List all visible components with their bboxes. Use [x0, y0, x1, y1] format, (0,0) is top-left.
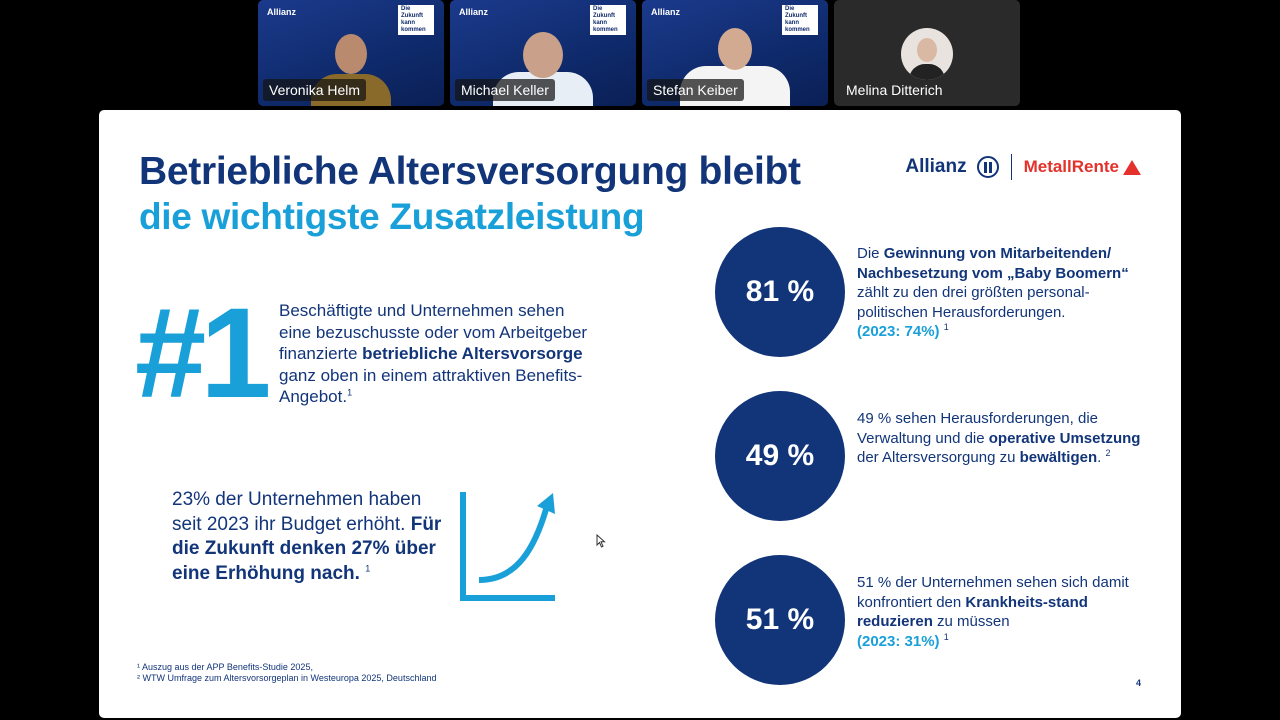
stat-text-part: 51 % der Unternehmen sehen sich damit ko…: [857, 574, 1129, 611]
participant-name: Michael Keller: [455, 79, 555, 101]
slide-title: Betriebliche Altersversorgung bleibt: [139, 150, 801, 193]
stat-text-part: zu müssen: [932, 613, 1010, 630]
rank-description: Beschäftigte und Unternehmen sehen eine …: [279, 300, 589, 408]
allianz-brand-label: Allianz: [459, 7, 489, 17]
participant-tile-stefan[interactable]: Allianz Die Zukunft kann kommen Stefan K…: [642, 0, 828, 106]
budget-text-bold: Für die Zukunft denken 27% über eine Erh…: [172, 513, 442, 584]
person-head: [718, 28, 752, 70]
participant-name: Stefan Keiber: [647, 79, 744, 101]
stat-text-part: zählt zu den drei größten personal-polit…: [857, 284, 1090, 321]
footnotes: ¹ Auszug aus der APP Benefits-Studie 202…: [137, 662, 436, 684]
avatar: [901, 28, 953, 80]
stat-text-part: Die: [857, 245, 884, 262]
logo-divider: [1010, 154, 1012, 180]
stat-text-bold: Krankheits-stand reduzieren: [857, 593, 1088, 631]
participant-tile-veronika[interactable]: Allianz Die Zukunft kann kommen Veronika…: [258, 0, 444, 106]
allianz-seal-icon: [976, 156, 999, 178]
stat-text-3: 51 % der Unternehmen sehen sich damit ko…: [857, 573, 1157, 651]
presentation-slide: Betriebliche Altersversorgung bleibt die…: [99, 110, 1181, 718]
page-number: 4: [1135, 678, 1141, 688]
stat-text-1: Die Gewinnung von Mitarbeitenden/ Nachbe…: [857, 244, 1157, 342]
mouse-cursor-icon: [596, 534, 606, 548]
allianz-brand-label: Allianz: [651, 7, 681, 17]
brand-logo: Allianz MetallRente: [905, 154, 1141, 180]
slide-subtitle: die wichtigste Zusatzleistung: [139, 196, 645, 237]
footnote-2: ² WTW Umfrage zum Altersvorsorgeplan in …: [137, 673, 437, 683]
footnote-ref: 2: [1105, 448, 1111, 458]
footnote-ref: 1: [365, 563, 371, 574]
campaign-tag: Die Zukunft kann kommen: [398, 5, 434, 35]
campaign-tag: Die Zukunft kann kommen: [782, 5, 818, 35]
rank-text-part: Beschäftigte und Unternehmen sehen eine …: [279, 301, 588, 363]
allianz-brand-label: Allianz: [267, 7, 297, 17]
metallrente-logo-text: MetallRente: [1023, 157, 1119, 176]
stat-prior-year: (2023: 74%): [857, 323, 940, 340]
stat-circle-1: 81 %: [715, 227, 845, 357]
rank-text-bold: betriebliche Altersvorsorge: [362, 344, 583, 363]
footnote-ref: 1: [347, 387, 353, 398]
campaign-tag: Die Zukunft kann kommen: [590, 5, 626, 35]
stat-text-part: 49 % sehen Herausforderungen, die Verwal…: [857, 410, 1098, 447]
growth-curve-icon: [460, 492, 555, 601]
stat-text-part: der Altersversorgung zu: [857, 449, 1020, 466]
participant-tile-melina[interactable]: Melina Ditterich: [834, 0, 1020, 106]
stat-circle-3: 51 %: [715, 555, 845, 685]
budget-text-part: 23% der Unternehmen haben seit 2023 ihr …: [172, 489, 422, 535]
stat-text-part: .: [1097, 449, 1102, 466]
person-head: [523, 32, 563, 78]
footnote-ref: 1: [943, 631, 949, 642]
rank-text-part: ganz oben in einem attraktiven Benefits-…: [279, 365, 583, 407]
metallrente-triangle-icon: [1123, 159, 1141, 175]
person-head: [335, 34, 367, 74]
stat-prior-year: (2023: 31%): [857, 632, 940, 650]
stat-text-bold: bewältigen: [1019, 449, 1098, 466]
stat-text-bold: operative Umsetzung: [988, 429, 1141, 447]
allianz-logo-text: Allianz: [905, 156, 967, 177]
participant-name: Veronika Helm: [263, 79, 367, 101]
participant-tile-michael[interactable]: Allianz Die Zukunft kann kommen Michael …: [450, 0, 636, 106]
stat-text-2: 49 % sehen Herausforderungen, die Verwal…: [857, 409, 1157, 468]
rank-number: #1: [135, 282, 271, 425]
participant-name: Melina Ditterich: [846, 82, 943, 98]
footnote-ref: 1: [943, 322, 949, 332]
stat-circle-2: 49 %: [715, 391, 845, 521]
participant-strip: Allianz Die Zukunft kann kommen Veronika…: [258, 0, 1020, 108]
budget-description: 23% der Unternehmen haben seit 2023 ihr …: [172, 488, 452, 586]
stat-text-bold: Gewinnung von Mitarbeitenden/ Nachbesetz…: [857, 245, 1129, 282]
footnote-1: ¹ Auszug aus der APP Benefits-Studie 202…: [137, 662, 313, 672]
